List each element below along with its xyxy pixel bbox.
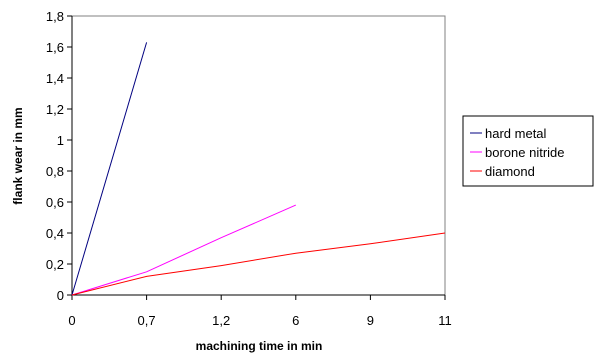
y-tick-label: 1,8 (46, 9, 64, 24)
legend-label-diamond: diamond (485, 164, 535, 179)
x-tick-label: 9 (367, 313, 374, 328)
y-tick-label: 0,2 (46, 257, 64, 272)
y-tick-label: 0 (57, 288, 64, 303)
series-line-hard-metal (71, 42, 148, 296)
series-line-diamond (71, 232, 446, 296)
y-axis: 0 0,2 0,4 0,6 0,8 1 1,2 1,4 1,6 1,8 (46, 9, 73, 303)
series-line-borone-nitride (71, 204, 297, 296)
legend-label-hard-metal: hard metal (485, 126, 547, 141)
x-tick-label: 1,2 (212, 313, 230, 328)
legend-box (462, 115, 594, 187)
legend: hard metal borone nitride diamond (462, 115, 594, 187)
y-tick-label: 0,4 (46, 226, 64, 241)
x-axis-title: machining time in min (196, 339, 323, 353)
y-tick-label: 0,8 (46, 164, 64, 179)
y-tick-label: 1,4 (46, 71, 64, 86)
y-tick-label: 1,6 (46, 40, 64, 55)
y-axis-title: flank wear in mm (11, 107, 25, 204)
plot-area (71, 15, 446, 296)
y-tick-label: 1,2 (46, 102, 64, 117)
y-tick-label: 1 (57, 133, 64, 148)
legend-label-borone-nitride: borone nitride (485, 145, 565, 160)
x-tick-label: 6 (292, 313, 299, 328)
series-lines (71, 42, 446, 296)
x-tick-label: 0 (68, 313, 75, 328)
x-tick-label: 0,7 (138, 313, 156, 328)
y-tick-label: 0,6 (46, 195, 64, 210)
plot-border (71, 15, 446, 296)
x-axis: 0 0,7 1,2 6 9 11 (68, 294, 452, 328)
x-tick-label: 11 (438, 313, 452, 328)
